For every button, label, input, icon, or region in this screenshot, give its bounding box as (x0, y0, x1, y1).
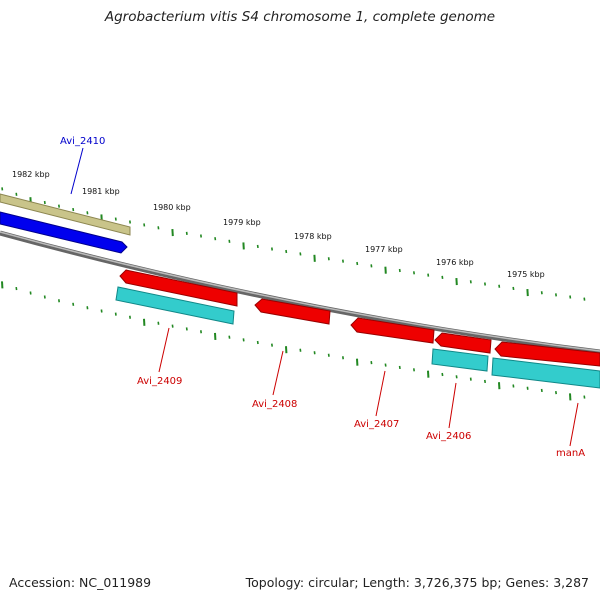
gene-label-avi-2407[interactable]: Avi_2407 (354, 419, 399, 430)
reverse-gene-bar-2[interactable] (431, 348, 489, 372)
backbone (0, 230, 600, 355)
gene-arrow-mana[interactable] (494, 341, 600, 367)
gene-arrow-avi-2408[interactable] (254, 298, 331, 325)
forward-scale-ticks (1, 187, 586, 301)
gene-arrow-avi-2407[interactable] (350, 317, 435, 344)
genome-info-label: Topology: circular; Length: 3,726,375 bp… (245, 575, 589, 590)
label-leader-avi-2410 (70, 147, 84, 195)
reverse-scale-ticks (1, 281, 586, 401)
label-leader-mana (569, 402, 579, 447)
gene-arrow-avi-2409[interactable] (119, 269, 238, 307)
accession-label: Accession: NC_011989 (9, 575, 152, 590)
scale-label: 1978 kbp (294, 232, 332, 241)
forward-gene-bar[interactable] (0, 193, 131, 236)
map-title: Agrobacterium vitis S4 chromosome 1, com… (104, 9, 496, 25)
gene-arrow-avi-2406[interactable] (434, 332, 492, 354)
gene-label-avi-2410[interactable]: Avi_2410 (60, 136, 105, 147)
label-leader-avi-2409 (158, 327, 170, 373)
scale-label: 1979 kbp (223, 218, 261, 227)
scale-label: 1981 kbp (82, 187, 120, 196)
scale-label: 1975 kbp (507, 270, 545, 279)
scale-label: 1976 kbp (436, 258, 474, 267)
gene-arrow-avi-2410[interactable] (0, 211, 128, 254)
scale-label: 1980 kbp (153, 203, 191, 212)
gene-label-avi-2409[interactable]: Avi_2409 (137, 376, 182, 387)
label-leader-avi-2407 (375, 370, 386, 417)
scale-label: 1982 kbp (12, 170, 50, 179)
label-leader-avi-2406 (448, 382, 457, 429)
reverse-gene-bar-1[interactable] (115, 286, 235, 325)
gene-label-mana[interactable]: manA (556, 448, 585, 459)
scale-label: 1977 kbp (365, 245, 403, 254)
gene-label-avi-2406[interactable]: Avi_2406 (426, 431, 471, 442)
reverse-gene-bar-3[interactable] (491, 357, 600, 389)
backbone-highlight (0, 231, 600, 352)
label-leader-avi-2408 (272, 350, 284, 396)
gene-label-avi-2408[interactable]: Avi_2408 (252, 399, 297, 410)
